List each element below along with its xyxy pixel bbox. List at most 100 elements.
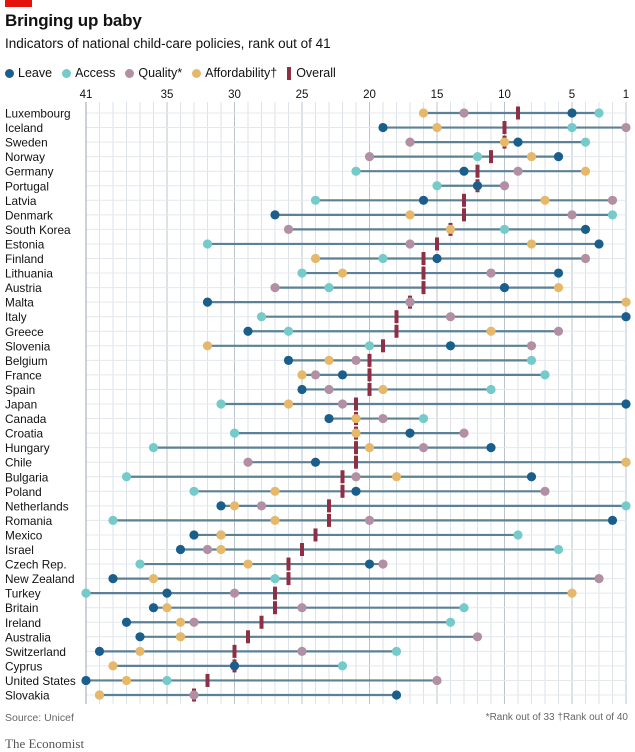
dot-plot-chart: 41 35 30 25 20 15 10 5 1LuxembourgIcelandSwedenN… [5, 89, 631, 704]
quality-point [432, 675, 442, 686]
leave-point [513, 137, 523, 147]
affordability-point [121, 675, 132, 686]
overall-bar [286, 572, 291, 586]
x-tick-label: 1 [623, 89, 629, 101]
leave-point [553, 268, 564, 278]
quality-point [405, 297, 415, 307]
access-point [553, 544, 564, 555]
access-point [351, 166, 361, 176]
leave-point [499, 283, 510, 293]
quality-point [459, 428, 469, 438]
country-label: Ireland [5, 616, 41, 630]
country-label: Britain [5, 601, 38, 615]
access-point [378, 253, 388, 264]
leave-point [553, 152, 564, 162]
legend-swatch-quality [125, 68, 135, 78]
country-label: Croatia [5, 427, 43, 441]
quality-point [202, 544, 213, 555]
affordability-point [148, 574, 159, 584]
country-label: Japan [5, 398, 37, 412]
country-label: Turkey [5, 587, 41, 601]
quality-point [189, 617, 199, 627]
overall-bar [394, 310, 399, 324]
affordability-point [405, 210, 415, 220]
country-label: Austria [5, 281, 42, 295]
quality-point [310, 370, 321, 380]
legend-swatch-affordability [192, 68, 202, 78]
x-tick-label: 10 [498, 89, 511, 101]
quality-point [324, 384, 334, 395]
x-tick-label: 5 [569, 89, 575, 101]
legend-item-access: Access [62, 66, 115, 80]
quality-point [189, 690, 199, 700]
affordability-point [553, 283, 564, 293]
leave-point [418, 195, 429, 205]
access-point [108, 515, 118, 525]
overall-bar [421, 281, 426, 295]
access-point [135, 559, 145, 569]
country-label: Canada [5, 412, 47, 426]
affordability-point [283, 399, 294, 409]
overall-bar [367, 353, 372, 367]
leave-point [486, 443, 496, 453]
access-point [580, 137, 591, 147]
x-tick-label: 30 [228, 89, 241, 101]
affordability-point [202, 341, 213, 351]
access-point [229, 428, 240, 438]
country-label: Israel [5, 543, 34, 557]
overall-bar [273, 601, 277, 615]
access-point [391, 646, 402, 656]
legend-label-quality: Quality* [138, 66, 183, 80]
affordability-point [162, 603, 172, 613]
country-label: Greece [5, 325, 44, 339]
quality-point [513, 166, 523, 176]
leave-point [243, 326, 253, 336]
country-label: Netherlands [5, 499, 69, 513]
country-label: Iceland [5, 121, 43, 135]
affordability-point [310, 253, 321, 264]
affordability-point [94, 690, 105, 700]
country-label: France [5, 368, 42, 382]
leave-point [189, 530, 199, 540]
legend-item-overall: Overall [287, 66, 336, 80]
access-point [621, 501, 631, 511]
legend-swatch-overall [287, 66, 292, 80]
x-tick-label: 41 [80, 89, 93, 101]
leave-point [351, 486, 361, 496]
quality-point [607, 195, 618, 205]
access-point [283, 326, 294, 336]
overall-bar [421, 266, 426, 280]
country-label: Estonia [5, 237, 45, 251]
access-point [486, 384, 496, 395]
quality-point [256, 501, 267, 511]
access-point [81, 588, 91, 598]
quality-point [459, 108, 469, 118]
brand-logo: The Economist [5, 736, 85, 751]
affordability-point [486, 326, 496, 336]
access-point [459, 603, 469, 613]
quality-point [378, 413, 388, 424]
affordability-point [270, 486, 280, 496]
quality-point [499, 181, 510, 191]
overall-bar [354, 397, 358, 411]
access-point [216, 399, 226, 409]
overall-bar [502, 121, 507, 135]
country-label: Poland [5, 485, 42, 499]
country-label: Norway [5, 150, 45, 164]
x-tick-label: 20 [363, 89, 376, 101]
leave-point [162, 588, 172, 598]
access-point [445, 617, 456, 627]
access-point [162, 675, 172, 686]
source-note: Source: Unicef [5, 712, 74, 724]
overall-bar [340, 470, 345, 484]
quality-point [297, 603, 307, 613]
legend-item-leave: Leave [5, 66, 52, 80]
access-point [148, 443, 159, 453]
access-point [594, 108, 604, 118]
access-point [310, 195, 321, 205]
quality-point [297, 646, 307, 656]
affordability-point [391, 472, 402, 482]
quality-point [540, 486, 550, 496]
affordability-point [351, 428, 361, 438]
legend-item-quality: Quality* [125, 66, 182, 80]
